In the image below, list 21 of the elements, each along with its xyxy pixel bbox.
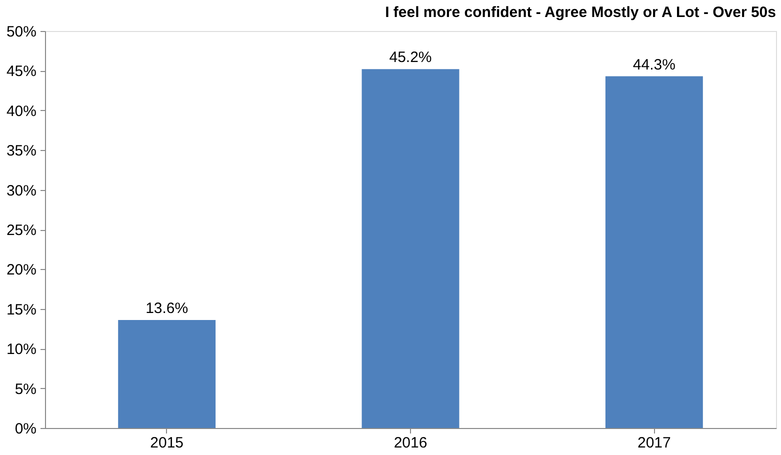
y-tick-label: 45% — [6, 63, 36, 80]
x-tick-label: 2016 — [394, 434, 428, 452]
data-label: 44.3% — [632, 56, 676, 74]
bar — [605, 76, 703, 428]
y-tick-label: 0% — [14, 420, 36, 438]
y-tick-label: 40% — [6, 102, 36, 120]
x-tick-label: 2017 — [637, 434, 671, 452]
data-label: 45.2% — [389, 49, 432, 66]
y-tick-label: 35% — [6, 142, 36, 160]
y-tick-label: 25% — [6, 222, 36, 239]
y-tick-label: 5% — [14, 380, 36, 398]
bar — [118, 320, 216, 428]
x-tick-label: 2015 — [150, 434, 184, 452]
y-tick-label: 50% — [6, 24, 36, 40]
y-tick-label: 30% — [6, 182, 36, 200]
chart-title: I feel more confident - Agree Mostly or A Lot - Over 50s — [385, 4, 776, 21]
y-tick-label: 20% — [6, 262, 36, 279]
data-label: 13.6% — [146, 300, 188, 318]
y-tick-label: 10% — [6, 341, 36, 358]
y-tick-label: 15% — [6, 301, 36, 318]
bar — [362, 69, 460, 428]
